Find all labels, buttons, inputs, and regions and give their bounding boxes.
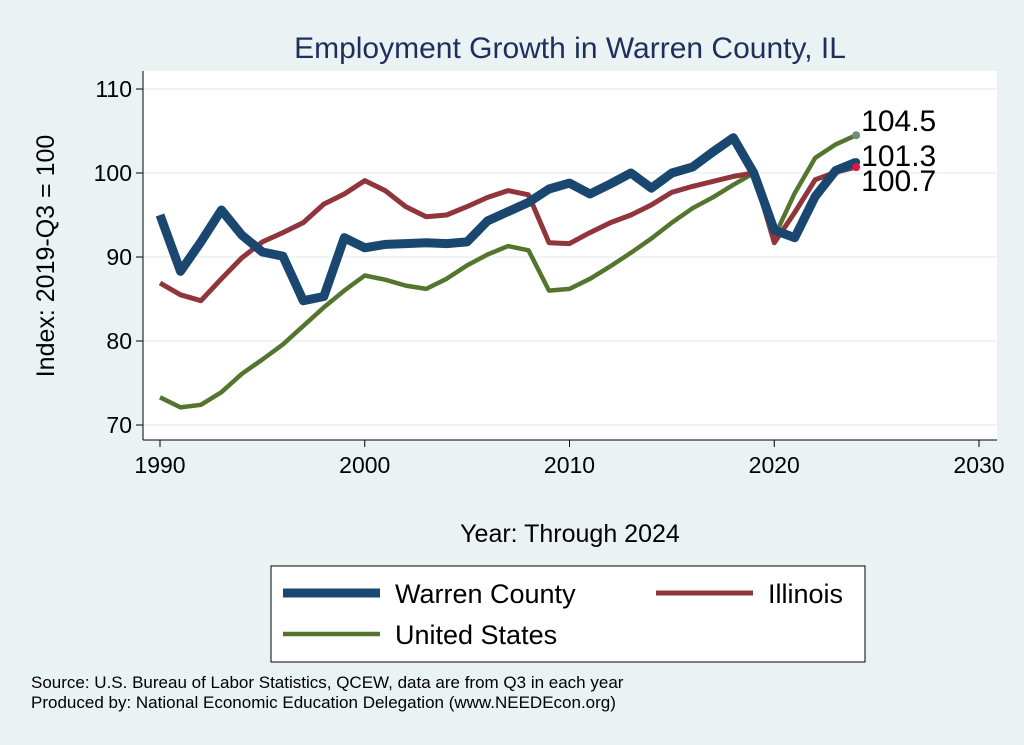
source-note: Source: U.S. Bureau of Labor Statistics,… [31, 673, 624, 692]
legend: Warren County Illinois United States [283, 579, 843, 650]
series-line-2 [158, 164, 857, 304]
legend-label-1: Warren County [395, 579, 576, 609]
end-point-3 [852, 131, 861, 140]
chart-title: Employment Growth in Warren County, IL [294, 32, 846, 65]
x-tick-label: 2010 [544, 452, 595, 478]
y-tick-label: 100 [94, 160, 132, 186]
end-point-2 [852, 163, 861, 172]
y-axis-title: Index: 2019-Q3 = 100 [32, 135, 60, 378]
end-label-3: 104.5 [861, 105, 936, 138]
end-label-1: 101.3 [861, 140, 936, 173]
y-tick-label: 70 [106, 412, 132, 438]
y-tick-label: 110 [95, 76, 132, 102]
legend-box [270, 565, 866, 663]
legend-label-3: United States [395, 620, 557, 650]
end-label-2: 100.7 [861, 165, 936, 198]
series-line-1 [155, 133, 858, 306]
x-tick-label: 2020 [749, 452, 800, 478]
y-tick-label: 90 [106, 244, 132, 270]
legend-label-2: Illinois [768, 579, 843, 609]
producer-note: Produced by: National Economic Education… [31, 693, 616, 712]
y-tick-label: 80 [106, 328, 132, 354]
x-tick-label: 2000 [339, 452, 390, 478]
x-tick-label: 1990 [134, 452, 185, 478]
x-axis-title: Year: Through 2024 [460, 520, 680, 548]
series-line-3 [159, 133, 858, 410]
x-tick-label: 2030 [953, 452, 1004, 478]
series-lines [155, 133, 858, 410]
axes: 70 80 90 100 110 1990 2000 2010 2020 2030 [94, 71, 1005, 478]
